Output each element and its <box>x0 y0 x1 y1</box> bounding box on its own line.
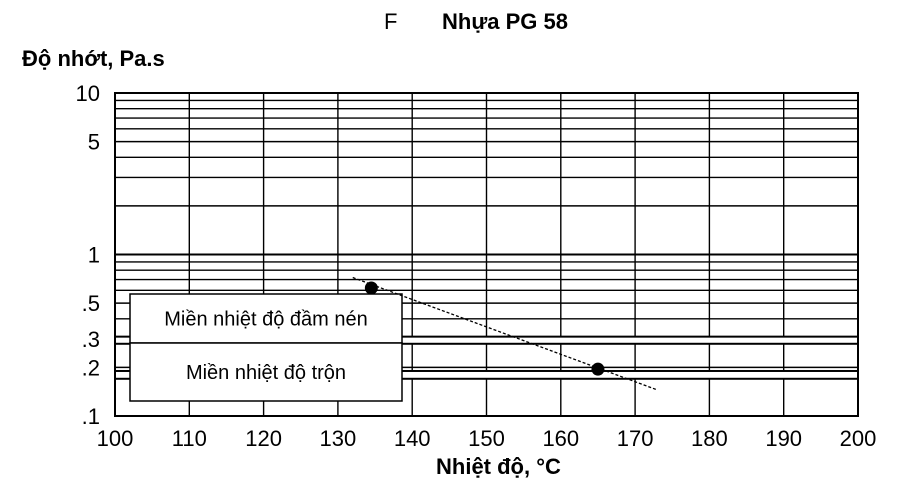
x-tick-label: 190 <box>765 426 802 451</box>
panel-letter: F <box>384 9 398 34</box>
x-tick-label: 100 <box>97 426 134 451</box>
band-strip <box>114 335 859 345</box>
trend-line <box>352 276 658 391</box>
y-tick-label: .3 <box>82 327 100 352</box>
y-tick-label: 1 <box>88 243 100 268</box>
y-axis-label: Độ nhớt, Pa.s <box>22 46 165 71</box>
x-tick-label: 160 <box>542 426 579 451</box>
tick-labels: 100 110 120 130 140 150 160 170 180 190 200 10 5 1 .5.… <box>76 81 877 451</box>
y-tick-label: 10 <box>76 81 100 106</box>
y-tick-label: .1 <box>82 404 100 429</box>
band-strip <box>114 369 859 380</box>
x-tick-label: 130 <box>320 426 357 451</box>
x-axis-label: Nhiệt độ, °C <box>436 454 561 479</box>
data-point <box>591 362 605 376</box>
y-tick-label: .5 <box>82 291 100 316</box>
data-point <box>364 281 378 295</box>
x-tick-label: 120 <box>245 426 282 451</box>
chart-title: Nhựa PG 58 <box>442 9 568 34</box>
band-label-box <box>129 342 403 402</box>
x-tick-label: 170 <box>617 426 654 451</box>
plot-frame <box>114 92 859 417</box>
x-tick-label: 150 <box>468 426 505 451</box>
band-label: Miền nhiệt độ trộn <box>186 362 346 384</box>
x-tick-label: 110 <box>172 426 207 451</box>
y-tick-label: 5 <box>88 130 100 155</box>
temperature-bands: Miền nhiệt độ đầm nén Miền nhiệt độ trộn <box>114 293 859 402</box>
band-label: Miền nhiệt độ đầm nén <box>164 309 367 331</box>
x-tick-label: 200 <box>840 426 877 451</box>
x-tick-label: 180 <box>691 426 728 451</box>
data-series <box>352 276 658 391</box>
band-label-box <box>129 293 403 344</box>
y-tick-label: .2 <box>82 355 100 380</box>
x-tick-label: 140 <box>394 426 431 451</box>
